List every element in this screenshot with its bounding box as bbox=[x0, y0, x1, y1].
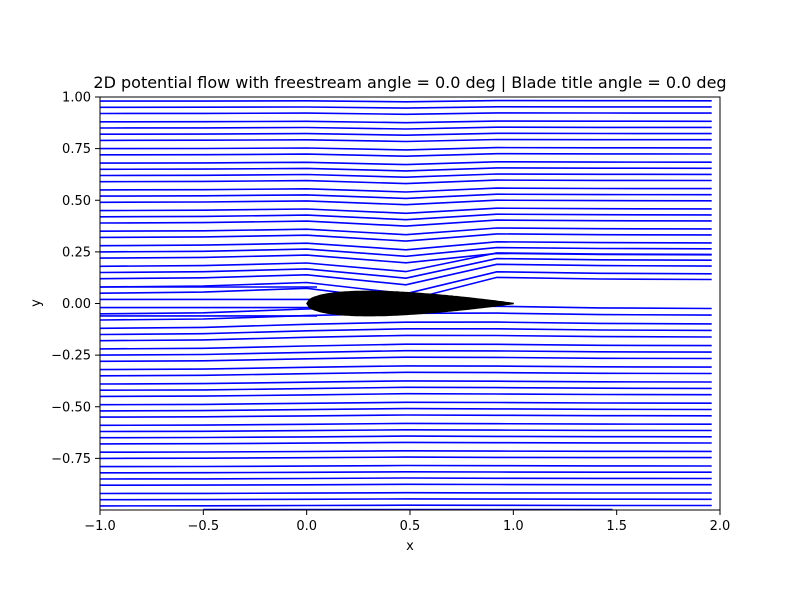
y-tick-label: −0.75 bbox=[51, 452, 91, 467]
streamline-upper bbox=[100, 146, 712, 151]
streamline-lower bbox=[100, 491, 712, 495]
streamline-upper bbox=[100, 112, 712, 116]
streamline-lower bbox=[100, 321, 712, 330]
streamline-lower bbox=[100, 422, 712, 427]
x-axis-label: x bbox=[406, 539, 414, 554]
streamline-upper bbox=[100, 99, 712, 103]
y-tick-label: −0.25 bbox=[51, 349, 91, 364]
x-axis: −1.0 −0.5 0.0 0.5 1.0 1.5 2.0 bbox=[84, 510, 730, 534]
streamline-lower bbox=[100, 504, 712, 507]
streamline-lower bbox=[100, 483, 712, 486]
streamline-upper bbox=[100, 207, 712, 215]
streamline-lower bbox=[100, 371, 712, 377]
airfoil-body bbox=[306, 290, 514, 317]
y-axis-label: y bbox=[29, 299, 44, 307]
x-tick-label: −1.0 bbox=[84, 519, 116, 534]
streamline-upper bbox=[100, 173, 712, 179]
streamline-lower bbox=[100, 328, 712, 336]
streamline-lower bbox=[100, 414, 712, 418]
streamline-lower bbox=[100, 365, 712, 371]
streamline-upper bbox=[100, 167, 712, 172]
streamline-lower bbox=[100, 349, 712, 356]
y-tick-label: 0.25 bbox=[62, 245, 91, 260]
streamline-lower bbox=[100, 477, 712, 480]
streamline-upper bbox=[100, 120, 712, 124]
streamline-upper bbox=[100, 263, 712, 286]
y-tick-label: 1.00 bbox=[62, 91, 91, 106]
streamline-lower bbox=[100, 428, 712, 433]
streamline-lower bbox=[100, 470, 712, 474]
airfoil-layer bbox=[306, 290, 514, 317]
streamline-upper bbox=[100, 233, 712, 242]
streamline-upper bbox=[100, 257, 712, 280]
streamline-lower bbox=[100, 334, 712, 342]
y-tick-label: −0.50 bbox=[51, 400, 91, 415]
streamline-lower bbox=[100, 464, 712, 468]
streamline-lower bbox=[100, 441, 712, 445]
streamline-upper bbox=[100, 152, 712, 158]
x-tick-label: 1.0 bbox=[503, 519, 524, 534]
streamline-lower bbox=[100, 401, 712, 406]
streamline-upper bbox=[100, 132, 712, 137]
x-tick-label: 0.5 bbox=[400, 519, 421, 534]
streamline-upper bbox=[100, 199, 712, 206]
x-tick-label: −0.5 bbox=[188, 519, 220, 534]
streamline-upper bbox=[100, 252, 712, 264]
streamline-lower bbox=[100, 407, 712, 412]
streamline-upper bbox=[100, 126, 712, 130]
streamline-lower bbox=[100, 380, 712, 385]
streamline-lower bbox=[100, 435, 712, 439]
streamline-upper bbox=[100, 160, 712, 166]
streamline-upper bbox=[100, 105, 712, 109]
y-tick-label: 0.75 bbox=[62, 142, 91, 157]
streamline-lower bbox=[100, 449, 712, 453]
streamline-upper bbox=[100, 193, 712, 200]
y-tick-label: 0.00 bbox=[62, 297, 91, 312]
streamline-upper bbox=[100, 227, 712, 236]
y-axis: −0.75 −0.50 −0.25 0.00 0.25 0.50 0.75 1.00 bbox=[51, 91, 100, 467]
x-tick-label: 2.0 bbox=[710, 519, 731, 534]
streamline-lower bbox=[100, 386, 712, 391]
streamline-lower bbox=[100, 392, 712, 398]
streamline-upper bbox=[100, 179, 712, 185]
x-tick-label: 0.0 bbox=[296, 519, 317, 534]
y-tick-label: 0.50 bbox=[62, 194, 91, 209]
streamline-lower bbox=[100, 343, 712, 350]
streamline-lower bbox=[100, 356, 712, 363]
streamline-upper bbox=[100, 213, 712, 221]
streamline-upper bbox=[100, 187, 712, 193]
chart-title: 2D potential flow with freestream angle … bbox=[93, 73, 726, 92]
streamlines-layer bbox=[100, 99, 712, 510]
streamline-upper bbox=[100, 240, 712, 251]
streamline-lower bbox=[100, 456, 712, 460]
x-tick-label: 1.5 bbox=[606, 519, 627, 534]
streamline-lower bbox=[100, 498, 712, 501]
streamline-upper bbox=[100, 138, 712, 143]
streamline-upper bbox=[100, 246, 712, 258]
streamline-upper bbox=[100, 219, 712, 227]
